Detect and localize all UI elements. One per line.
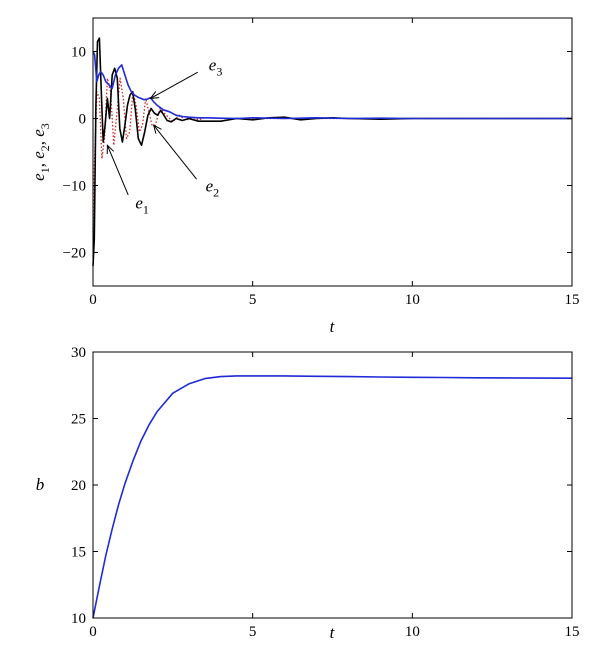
series-e3-line (92, 51, 572, 120)
y-tick-label: 10 (71, 611, 86, 627)
x-tick-label: 0 (89, 624, 97, 640)
x-tick-label: 10 (405, 292, 420, 308)
annotation-arrowhead-e2 (152, 124, 162, 134)
error-plot-y-axis-label: e1, e2, e3 (29, 123, 52, 181)
y-tick-label: −20 (63, 246, 86, 262)
error-plot-frame (92, 17, 573, 287)
annotation-arrow-e3 (150, 71, 199, 99)
y-tick-label: 25 (71, 412, 86, 428)
b-plot-area (93, 352, 572, 618)
y-tick-label: 10 (71, 45, 86, 61)
x-tick-label: 15 (565, 292, 580, 308)
y-tick-label: 30 (71, 345, 86, 361)
b-plot-x-axis-label: t (330, 623, 336, 642)
x-tick-label: 5 (249, 292, 257, 308)
series-b-line (92, 375, 573, 619)
y-tick-label: 15 (71, 545, 86, 561)
x-tick-label: 0 (89, 292, 97, 308)
x-tick-label: 10 (405, 624, 420, 640)
y-tick-label: 0 (79, 112, 87, 128)
y-tick-label: −10 (63, 179, 86, 195)
annotation-arrowhead-e3 (149, 91, 160, 100)
b-plot: 0 5 10 15 30 25 20 15 10 t b (36, 345, 580, 642)
error-plot-x-axis-label: t (330, 317, 336, 336)
annotation-arrow-e1 (106, 145, 129, 196)
x-tick-label: 5 (249, 624, 257, 640)
svg-text:e1, e2, e3: e1, e2, e3 (29, 123, 52, 181)
annotation-arrow-e2 (153, 124, 197, 180)
y-tick-label: 20 (71, 478, 86, 494)
x-tick-label: 15 (565, 624, 580, 640)
annotation-arrowhead-e1 (106, 144, 115, 155)
b-plot-y-axis-label: b (36, 475, 45, 494)
error-plot-area (93, 18, 572, 286)
